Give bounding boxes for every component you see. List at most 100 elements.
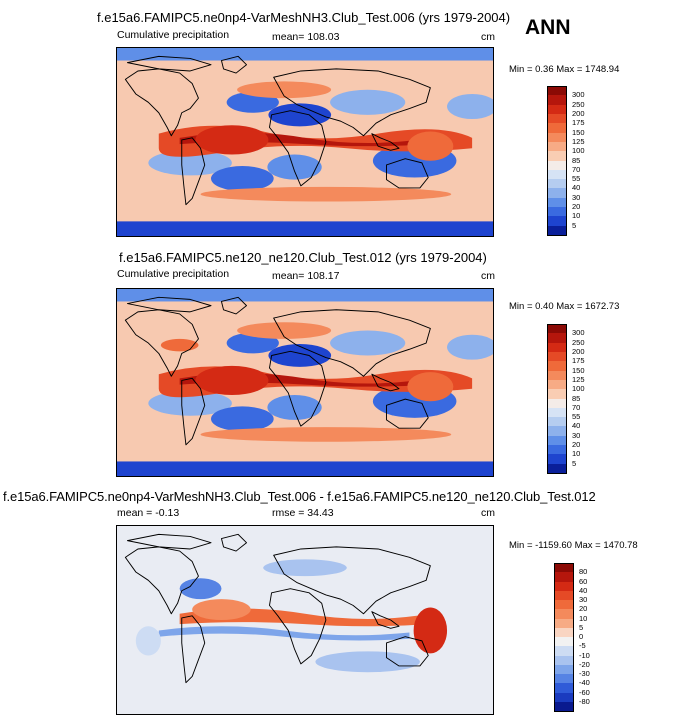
- colorbar-tick-label: 10: [579, 613, 588, 623]
- coastline: [269, 110, 327, 187]
- colorbar-swatch: [554, 572, 574, 582]
- panel2-title: f.e15a6.FAMIPC5.ne120_ne120.Club_Test.01…: [119, 250, 487, 265]
- coastline: [220, 296, 247, 315]
- colorbar-tick-label: 200: [572, 346, 585, 356]
- panel2-map: [116, 288, 494, 477]
- season-label: ANN: [525, 16, 571, 39]
- colorbar-swatch: [547, 445, 567, 455]
- coastline: [126, 55, 212, 72]
- panel3-mean-label: mean = -0.13: [117, 507, 180, 519]
- colorbar-swatch: [547, 188, 567, 199]
- coastline: [126, 533, 212, 550]
- coastline: [181, 137, 206, 206]
- coastline: [124, 309, 199, 377]
- colorbar-tick-label: 175: [572, 356, 585, 366]
- panel3-title: f.e15a6.FAMIPC5.ne0np4-VarMeshNH3.Club_T…: [3, 489, 596, 504]
- colorbar-swatch: [547, 160, 567, 171]
- colorbar-tick-label: 20: [579, 604, 588, 614]
- colorbar-tick-label: 70: [572, 402, 581, 412]
- dry-zone-australia: [211, 406, 274, 432]
- colorbar-swatch: [554, 637, 574, 647]
- coastline: [124, 546, 199, 615]
- colorbar-tick-label: 150: [572, 365, 585, 375]
- colorbar-tick-label: 300: [572, 90, 585, 100]
- dry-zone-s-indian: [148, 390, 232, 416]
- panel2-colorbar: 300 250 200 175 150 125 100 85 70 55 40 30 20 10 5: [547, 324, 585, 474]
- colorbar-tick-label: 40: [572, 183, 581, 193]
- coastline: [181, 377, 206, 446]
- colorbar-swatch: [547, 417, 567, 427]
- colorbar-swatch: [547, 141, 567, 152]
- diff-positive-andes: [413, 607, 448, 654]
- colorbar-tick-label: -60: [579, 687, 590, 697]
- colorbar-tick-label: 70: [572, 164, 581, 174]
- colorbar-swatch: [547, 179, 567, 189]
- colorbar-tick-label: 175: [572, 118, 585, 128]
- coastline: [385, 636, 429, 667]
- dry-zone-s-atlantic: [267, 154, 322, 180]
- colorbar-tick-label: 55: [572, 174, 581, 184]
- colorbar-swatch: [547, 342, 567, 353]
- colorbar-tick-label: -80: [579, 696, 590, 706]
- colorbar-tick-label: 5: [572, 220, 577, 230]
- storm-track-north: [237, 81, 332, 99]
- colorbar-tick-label: 40: [579, 585, 588, 595]
- colorbar-tick-label: 30: [572, 430, 581, 440]
- colorbar-tick-label: 40: [572, 421, 581, 431]
- panel3-map: [116, 525, 494, 715]
- colorbar-tick-label: 0: [579, 632, 584, 641]
- panel2-mean-label: mean= 108.17: [272, 270, 340, 282]
- colorbar-swatch: [547, 389, 567, 399]
- colorbar-swatch: [554, 618, 574, 629]
- coastline: [220, 533, 247, 552]
- coastline: [273, 546, 431, 615]
- colorbar-tick-label: 200: [572, 108, 585, 118]
- colorbar-tick-label: 10: [572, 449, 581, 459]
- colorbar-swatch: [554, 600, 574, 610]
- colorbar-swatch: [547, 207, 567, 217]
- colorbar-swatch: [547, 407, 567, 418]
- coastline: [126, 296, 212, 313]
- colorbar-swatch: [554, 563, 574, 573]
- colorbar-tick-label: 85: [572, 155, 581, 165]
- diff-negative-north: [263, 559, 347, 577]
- colorbar-tick-label: -20: [579, 659, 590, 669]
- storm-track-north: [237, 322, 332, 339]
- colorbar-tick-label: 125: [572, 136, 585, 146]
- colorbar-tick-label: 55: [572, 412, 581, 422]
- colorbar-swatch: [554, 701, 574, 712]
- colorbar-tick-label: 5: [579, 622, 584, 632]
- dry-zone-ne-pacific: [330, 330, 406, 356]
- coastline: [385, 158, 429, 189]
- diff-negative-asia: [179, 578, 222, 600]
- colorbar-tick-label: -10: [579, 650, 590, 660]
- colorbar-swatch: [547, 104, 567, 115]
- coastline: [269, 350, 327, 427]
- panel1-title: f.e15a6.FAMIPC5.ne0np4-VarMeshNH3.Club_T…: [97, 10, 511, 25]
- coastline: [385, 398, 429, 429]
- panel1-minmax: Min = 0.36 Max = 1748.94: [509, 64, 620, 75]
- colorbar-tick-label: 150: [572, 127, 585, 137]
- colorbar-swatch: [547, 398, 567, 409]
- colorbar-swatch: [547, 197, 567, 208]
- storm-track-south: [200, 186, 452, 202]
- coastline: [220, 55, 247, 74]
- colorbar-swatch: [554, 683, 574, 693]
- diff-negative-south: [315, 651, 420, 673]
- colorbar-swatch: [547, 435, 567, 446]
- colorbar-tick-label: -5: [579, 641, 586, 651]
- wet-monsoon-asia: [160, 338, 199, 352]
- panel3-units: cm: [481, 507, 495, 519]
- panel2-left-label: Cumulative precipitation: [117, 268, 230, 280]
- coastline: [273, 68, 431, 137]
- colorbar-swatch: [547, 123, 567, 134]
- colorbar-swatch: [547, 86, 567, 96]
- colorbar-swatch: [547, 361, 567, 372]
- coastline: [371, 133, 400, 151]
- colorbar-swatch: [554, 590, 574, 601]
- colorbar-swatch: [547, 426, 567, 437]
- dry-zone-ne-pacific: [330, 89, 406, 115]
- coastline: [269, 588, 327, 665]
- storm-track-south: [200, 427, 452, 442]
- colorbar-tick-label: 100: [572, 146, 585, 156]
